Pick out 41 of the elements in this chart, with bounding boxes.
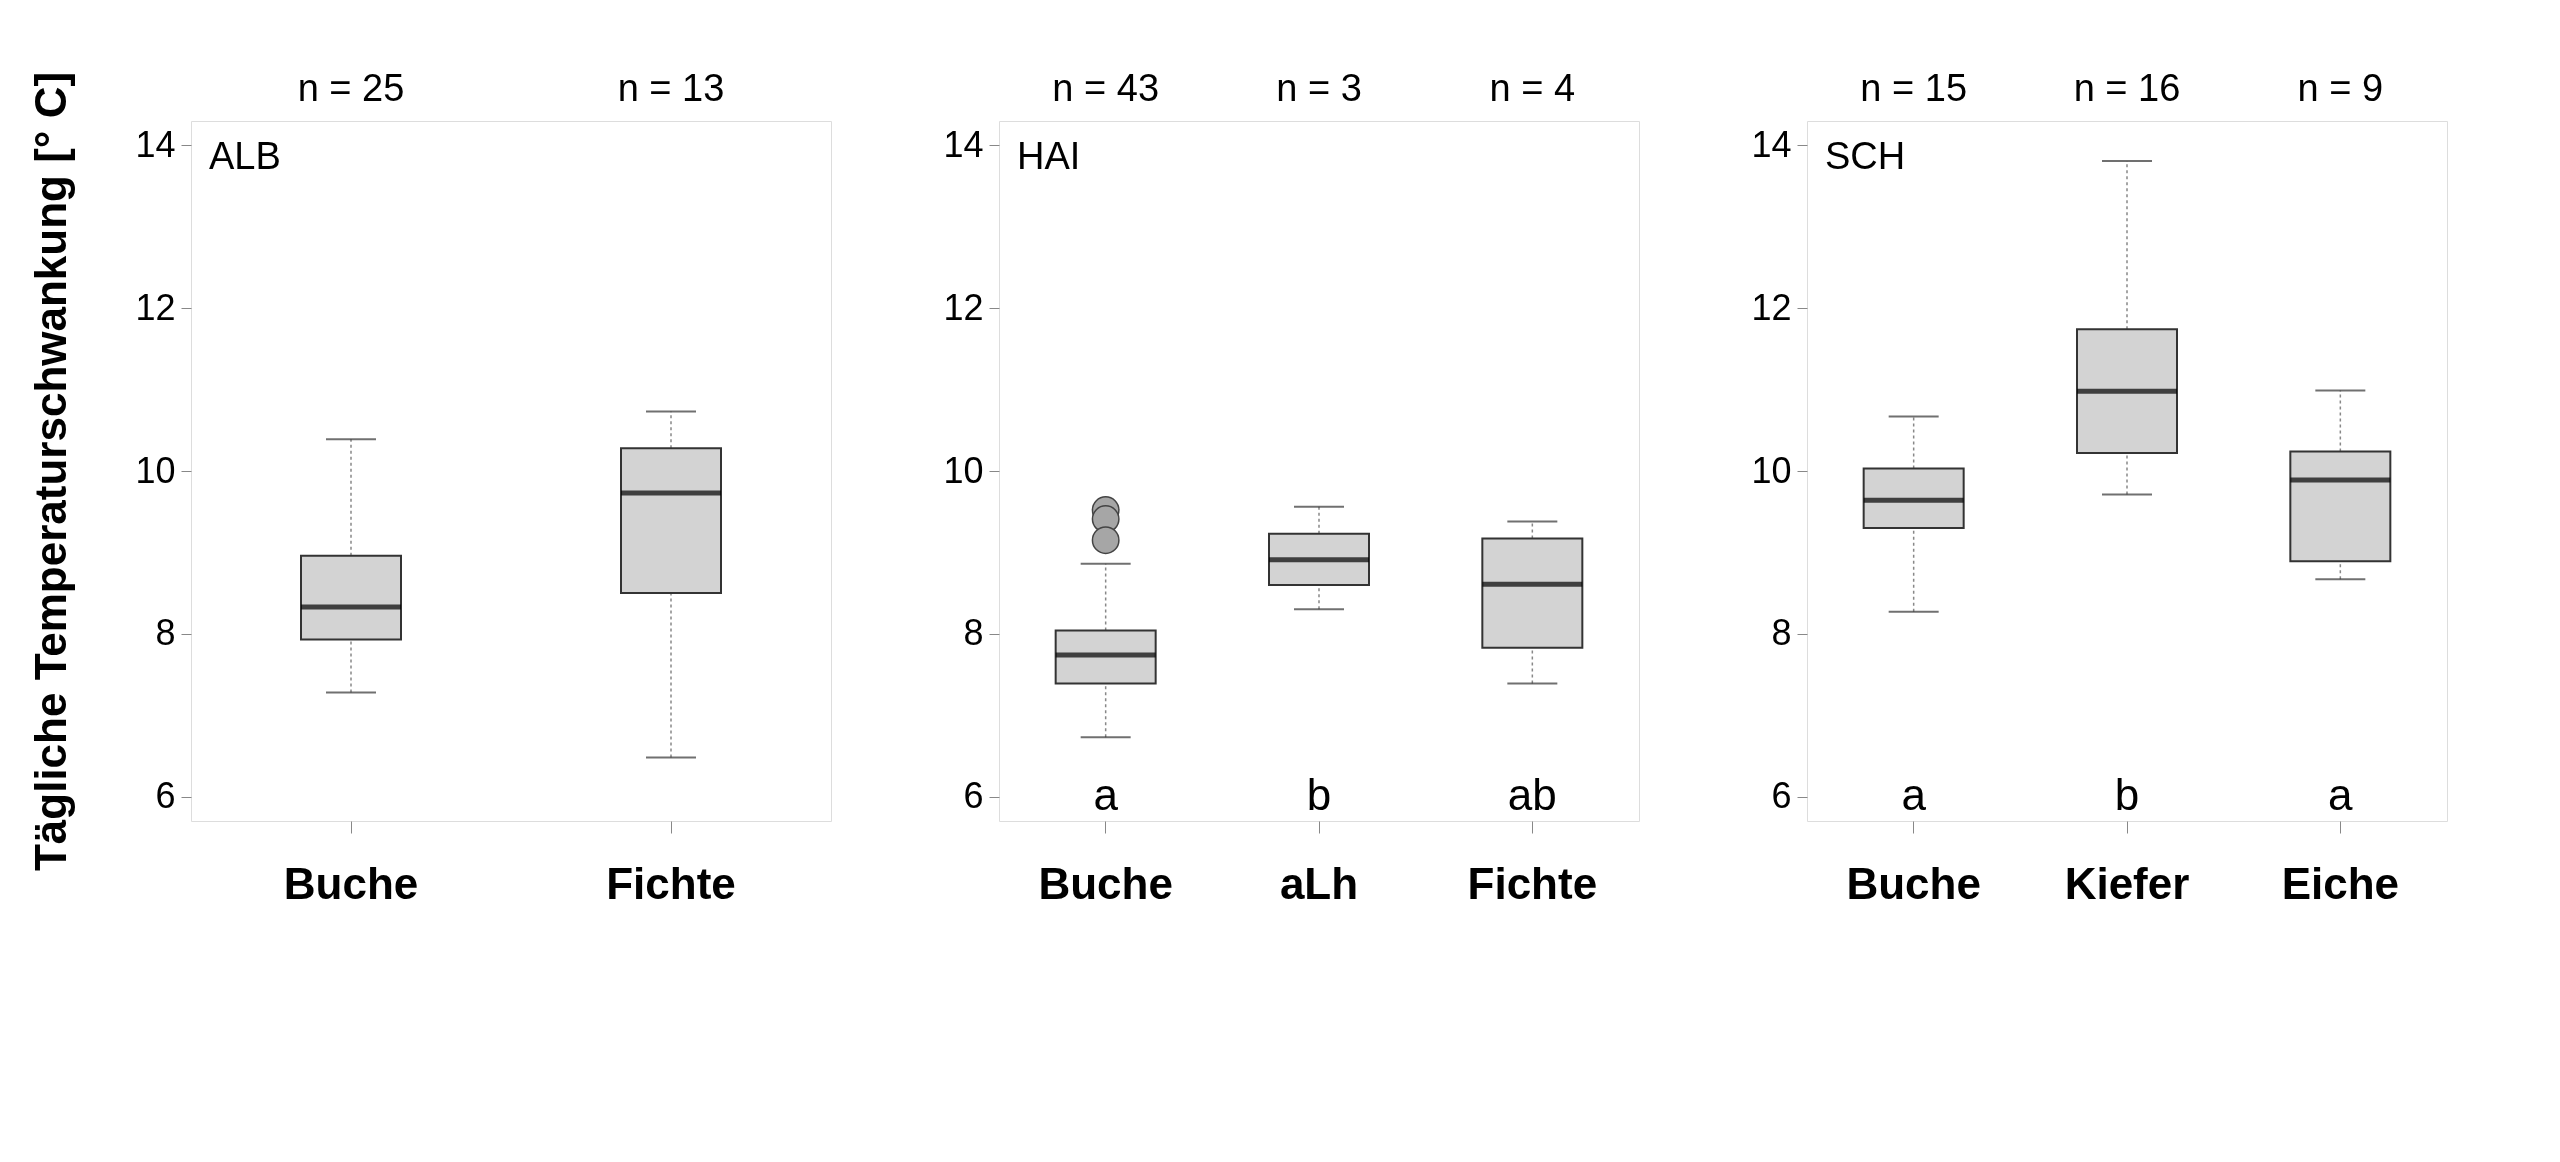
text: n = 16: [2073, 67, 2181, 109]
y-tick-label: 14: [1751, 123, 1792, 165]
text: n = 25: [297, 67, 405, 109]
y-tick-label: 10: [943, 449, 984, 491]
y-tick-label: 14: [135, 123, 176, 165]
y-tick-label: 10: [135, 449, 176, 491]
text: n = 9: [2297, 67, 2384, 109]
annotation: b: [1306, 770, 1332, 819]
y-tick-label: 8: [1771, 612, 1792, 654]
x-tick-label: Fichte: [606, 858, 736, 908]
x-tick-label: Eiche: [2281, 858, 2400, 908]
y-tick-label: 6: [1771, 775, 1792, 817]
text: n = 15: [1860, 67, 1968, 109]
annotation: a: [1901, 770, 1927, 819]
chart-title: SCH: [1825, 135, 1906, 177]
text: n = 13: [617, 67, 725, 109]
y-tick-label: 8: [963, 612, 984, 654]
x-tick-label: aLh: [1279, 858, 1359, 908]
y-tick-label: 6: [963, 775, 984, 817]
text: n = 3: [1276, 67, 1362, 109]
x-tick-label: Kiefer: [2064, 858, 2190, 908]
x-tick-label: Fichte: [1467, 858, 1598, 908]
x-tick-label: Buche: [283, 858, 419, 908]
y-tick-label: 10: [1751, 449, 1792, 491]
annotation: a: [1093, 770, 1119, 819]
y-tick-label: 8: [155, 612, 176, 654]
chart-title: ALB: [209, 135, 281, 177]
x-tick-label: Buche: [1038, 858, 1173, 908]
y-tick-label: 14: [943, 123, 984, 165]
annotation: ab: [1507, 770, 1557, 819]
chart-title: HAI: [1017, 135, 1081, 177]
y-tick-label: 6: [155, 775, 176, 817]
y-axis-title: Tägliche Temperaturschwankung [° C]: [26, 71, 76, 872]
annotation: a: [2328, 770, 2354, 819]
text: n = 43: [1052, 67, 1160, 109]
text: n = 4: [1489, 67, 1576, 109]
y-tick-label: 12: [1751, 286, 1792, 328]
annotation: b: [2114, 770, 2140, 819]
x-tick-label: Buche: [1846, 858, 1981, 908]
y-tick-label: 12: [135, 286, 176, 328]
y-tick-label: 12: [943, 286, 984, 328]
